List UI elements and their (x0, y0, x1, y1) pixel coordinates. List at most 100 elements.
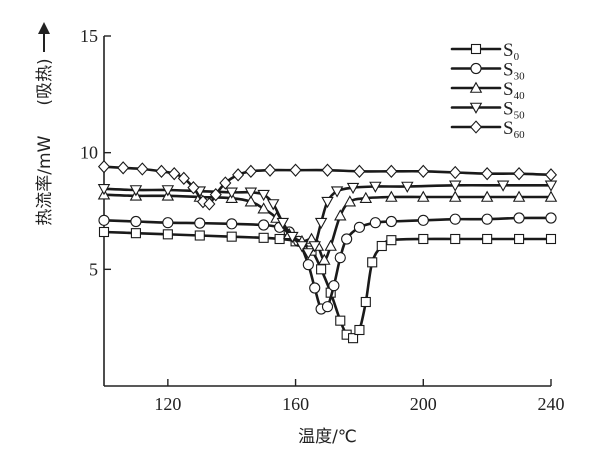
data-point (295, 241, 309, 253)
data-point (155, 164, 168, 178)
data-point (385, 190, 398, 202)
data-point (513, 167, 526, 181)
data-point (448, 180, 462, 192)
data-point (469, 102, 483, 114)
endotherm-arrow-icon (38, 22, 50, 52)
data-point (232, 168, 245, 182)
data-point (328, 280, 340, 292)
data-point (257, 189, 270, 202)
data-point (263, 163, 277, 177)
data-point (334, 252, 346, 264)
x-tick-label: 120 (154, 394, 181, 414)
legend-item-S50: S50 (450, 99, 525, 122)
series-S0 (98, 226, 557, 344)
y-tick-label: 5 (89, 259, 98, 279)
data-point (244, 164, 257, 178)
data-point (117, 161, 130, 175)
data-point (276, 217, 290, 230)
data-point (129, 185, 143, 197)
data-point (302, 248, 315, 260)
ticks: 120 160 200 240 5 10 15 (80, 26, 565, 414)
y-tick-label: 10 (80, 143, 98, 163)
axis-titles: 温度/℃ 热流率/mW (吸热) (35, 22, 357, 447)
data-point (130, 228, 141, 239)
data-point (376, 240, 387, 252)
data-point (470, 43, 482, 55)
legend-item-S0: S0 (450, 40, 520, 63)
data-point (330, 186, 344, 198)
data-point (244, 187, 258, 199)
series-layer (97, 160, 558, 344)
data-point (369, 181, 382, 193)
data-point (385, 215, 397, 228)
data-point (321, 196, 334, 209)
data-point (417, 190, 430, 202)
data-point (314, 217, 328, 230)
data-point (98, 214, 110, 226)
data-point (449, 165, 462, 180)
x-tick-label: 240 (538, 394, 565, 414)
data-point (203, 197, 216, 211)
series-S30 (98, 212, 557, 315)
data-point (369, 217, 381, 229)
data-point (226, 218, 238, 230)
data-point (335, 315, 346, 326)
legend-label: S0 (503, 40, 520, 63)
data-point (161, 185, 175, 197)
data-point (130, 215, 142, 228)
data-point (450, 233, 461, 245)
data-point (469, 120, 483, 134)
data-point (341, 233, 353, 245)
data-point (162, 217, 174, 229)
data-point (353, 164, 366, 178)
data-point (321, 301, 334, 313)
data-point (513, 212, 525, 224)
data-point (194, 230, 205, 241)
data-point (481, 213, 493, 225)
data-point (353, 221, 366, 233)
data-point (219, 176, 232, 190)
data-point (177, 171, 190, 185)
data-point (482, 233, 493, 245)
data-point (98, 226, 110, 238)
data-point (226, 231, 237, 242)
data-point (324, 239, 337, 251)
x-tick-label: 160 (282, 394, 309, 414)
data-point (97, 160, 111, 174)
data-point (469, 81, 483, 93)
series-S60 (97, 160, 558, 211)
data-point (162, 229, 173, 240)
data-point (496, 180, 510, 192)
data-point (257, 202, 270, 214)
data-point (309, 282, 321, 294)
legend-label: S60 (503, 118, 525, 141)
data-point (266, 199, 280, 211)
data-point (318, 253, 331, 265)
data-point (544, 168, 558, 182)
data-point (359, 191, 373, 203)
data-point (347, 333, 359, 344)
data-point (334, 209, 347, 221)
data-point (470, 62, 482, 75)
data-point (545, 212, 557, 224)
data-point (346, 182, 360, 195)
data-point (187, 181, 200, 195)
legend-item-S40: S40 (450, 79, 525, 102)
y-tick-label: 15 (80, 26, 98, 46)
legend-item-S60: S60 (450, 118, 525, 141)
data-point (545, 233, 557, 245)
data-point (360, 296, 371, 308)
legend-item-S30: S30 (450, 60, 525, 83)
data-point (136, 162, 149, 176)
data-point (97, 184, 111, 196)
data-point (514, 233, 525, 245)
data-point (244, 195, 258, 207)
data-point (168, 167, 181, 181)
data-point (308, 241, 321, 253)
data-point (367, 257, 378, 268)
data-point (544, 190, 558, 202)
data-point (417, 164, 430, 178)
